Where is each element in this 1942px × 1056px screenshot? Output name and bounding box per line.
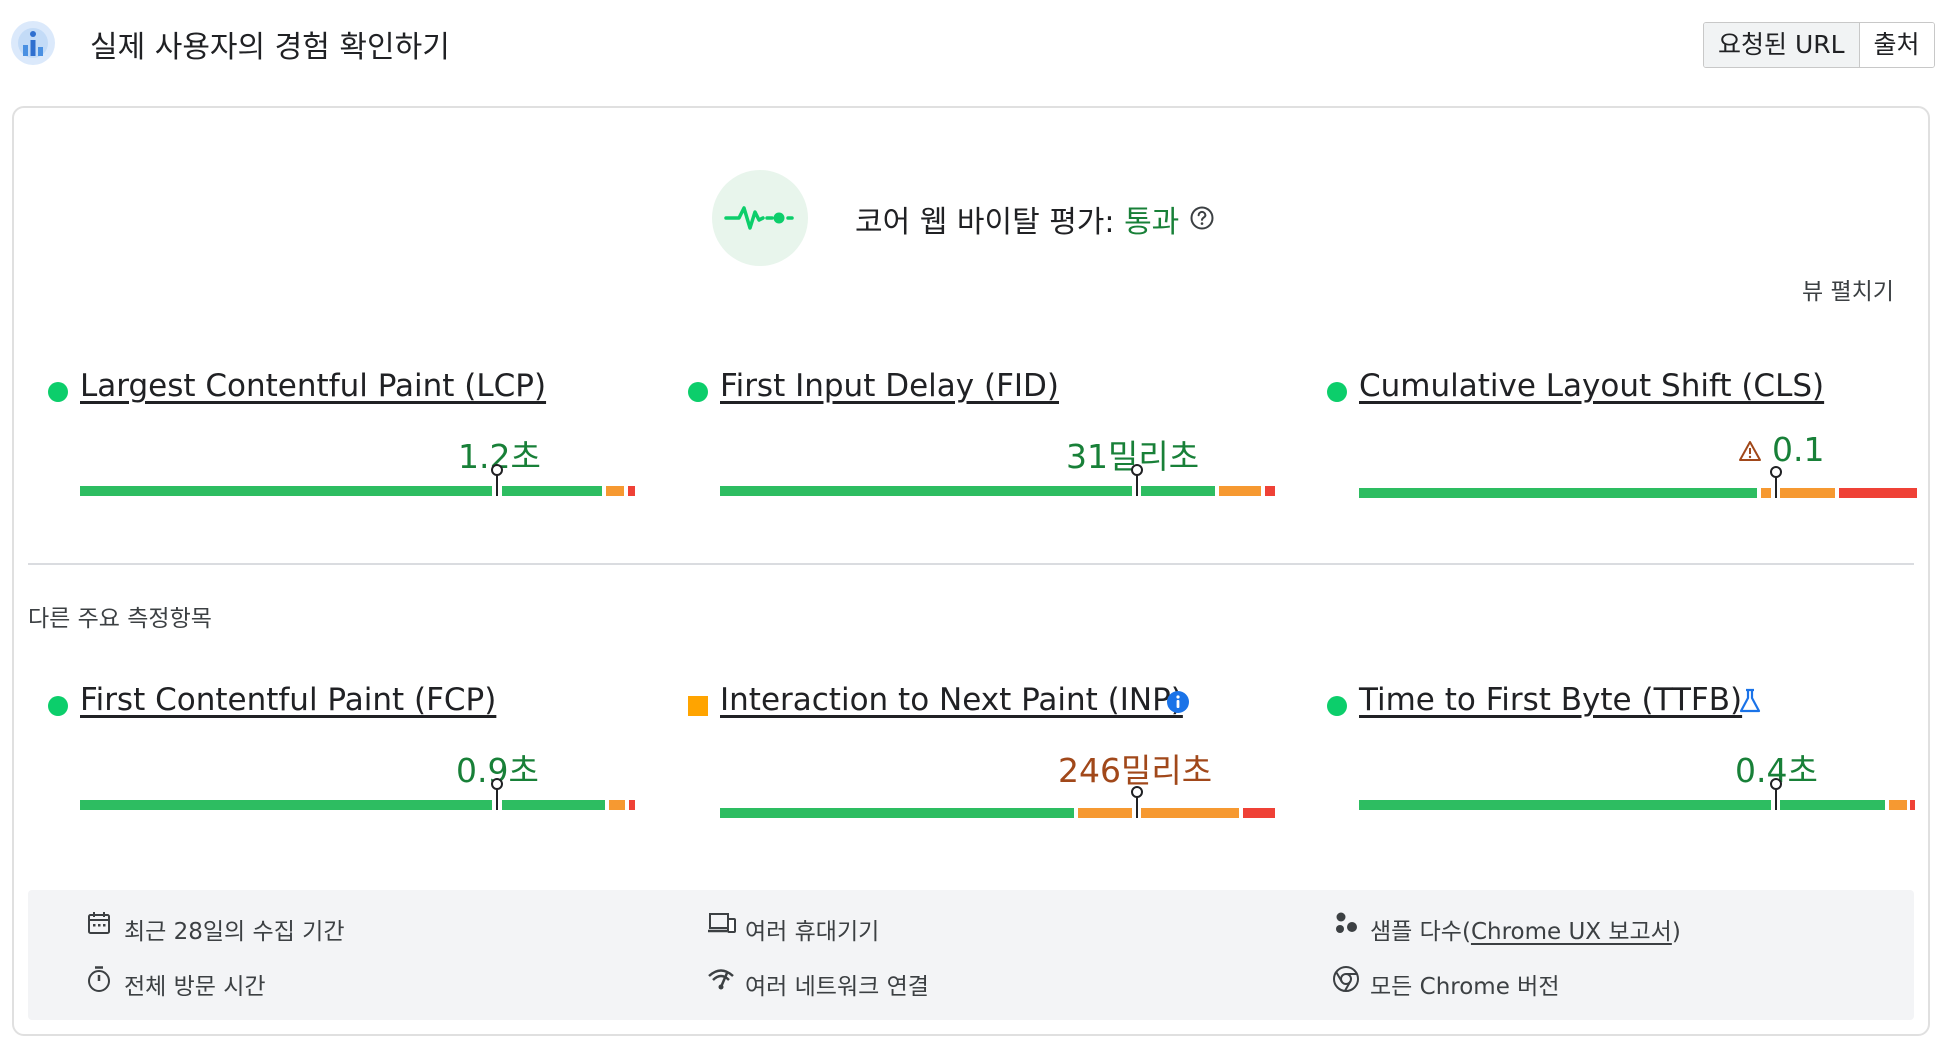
chrome-ux-report-link[interactable]: Chrome UX 보고서 <box>1470 919 1672 945</box>
metric-ttfb: Time to First Byte (TTFB) 0.4초 <box>1327 682 1915 832</box>
metric-label[interactable]: Largest Contentful Paint (LCP) <box>80 368 547 404</box>
header: 실제 사용자의 경험 확인하기 요청된 URL 출처 <box>0 0 1942 86</box>
assessment-status: 통과 <box>1124 205 1180 240</box>
good-status-icon <box>1327 382 1347 402</box>
expand-view-button[interactable]: 뷰 펼치기 <box>1802 279 1894 305</box>
samples-icon <box>1336 912 1357 933</box>
metric-fid: First Input Delay (FID) 31밀리초 <box>688 368 1275 518</box>
distribution-bar <box>720 786 1278 818</box>
percentile-marker-icon <box>1770 778 1782 810</box>
distribution-bar <box>80 778 638 810</box>
percentile-marker-icon <box>491 464 503 496</box>
percentile-marker-icon <box>491 778 503 810</box>
collection-period-text: 최근 28일의 수집 기간 <box>124 919 345 945</box>
devices-icon <box>708 913 736 933</box>
collection-info-panel: 최근 28일의 수집 기간 여러 휴대기기 샘플 다수(Chrome UX 보고… <box>28 890 1914 1020</box>
metric-cls: Cumulative Layout Shift (CLS) 0.1 <box>1327 368 1917 518</box>
visit-duration: 전체 방문 시간 <box>88 966 266 1001</box>
samples: 샘플 다수(Chrome UX 보고서) <box>1336 912 1681 946</box>
collection-period: 최근 28일의 수집 기간 <box>88 912 345 946</box>
stopwatch-icon <box>88 966 110 992</box>
visit-duration-text: 전체 방문 시간 <box>124 974 266 1000</box>
warning-icon <box>1739 441 1761 461</box>
good-status-icon <box>48 382 68 402</box>
network-icon <box>708 969 734 990</box>
network-text: 여러 네트워크 연결 <box>745 974 929 1000</box>
good-status-icon <box>1327 696 1347 716</box>
chrome-versions: 모든 Chrome 버전 <box>1333 966 1560 1001</box>
chrome-versions-text: 모든 Chrome 버전 <box>1370 974 1560 1000</box>
network: 여러 네트워크 연결 <box>708 967 929 1001</box>
needs-improvement-status-icon <box>688 696 708 716</box>
calendar-icon <box>88 912 110 934</box>
metric-label[interactable]: Time to First Byte (TTFB) <box>1359 682 1743 718</box>
metric-inp: Interaction to Next Paint (INP) 246밀리초 <box>688 682 1275 832</box>
metric-value: 0.1 <box>1772 430 1825 469</box>
cwv-assessment: 코어 웹 바이탈 평가: 통과 <box>855 197 1179 241</box>
percentile-marker-icon <box>1131 464 1143 496</box>
metric-label[interactable]: First Contentful Paint (FCP) <box>80 682 497 718</box>
metric-fcp: First Contentful Paint (FCP) 0.9초 <box>48 682 635 832</box>
devices-text: 여러 휴대기기 <box>745 919 880 945</box>
metric-lcp: Largest Contentful Paint (LCP) 1.2초 <box>48 368 635 518</box>
samples-prefix: 샘플 다수( <box>1370 919 1471 945</box>
metric-label[interactable]: Interaction to Next Paint (INP) <box>720 682 1183 718</box>
metric-value: 246밀리초 <box>1058 751 1213 790</box>
origin-toggle[interactable]: 출처 <box>1859 23 1934 67</box>
page-title: 실제 사용자의 경험 확인하기 <box>90 30 450 65</box>
distribution-bar <box>1359 466 1917 498</box>
assessment-badge <box>712 170 808 266</box>
distribution-bar <box>720 464 1278 496</box>
good-status-icon <box>48 696 68 716</box>
flask-icon <box>1739 688 1761 713</box>
good-status-icon <box>688 382 708 402</box>
distribution-bar <box>1359 778 1917 810</box>
assessment-label: 코어 웹 바이탈 평가: <box>855 205 1115 240</box>
samples-suffix: ) <box>1671 919 1681 945</box>
info-icon[interactable] <box>1166 690 1190 714</box>
devices: 여러 휴대기기 <box>708 912 880 946</box>
pulse-icon <box>724 206 794 230</box>
section-divider <box>28 563 1914 565</box>
metric-label[interactable]: Cumulative Layout Shift (CLS) <box>1359 368 1825 404</box>
crux-logo-icon <box>11 21 55 65</box>
field-data-card <box>12 106 1930 1036</box>
metric-label[interactable]: First Input Delay (FID) <box>720 368 1060 404</box>
url-origin-toggle: 요청된 URL 출처 <box>1703 22 1935 68</box>
distribution-bar <box>80 464 638 496</box>
other-metrics-heading: 다른 주요 측정항목 <box>28 606 212 632</box>
chrome-icon <box>1333 966 1359 992</box>
requested-url-toggle[interactable]: 요청된 URL <box>1704 23 1860 67</box>
help-icon[interactable] <box>1189 205 1215 231</box>
percentile-marker-icon <box>1770 466 1782 498</box>
percentile-marker-icon <box>1131 786 1143 818</box>
